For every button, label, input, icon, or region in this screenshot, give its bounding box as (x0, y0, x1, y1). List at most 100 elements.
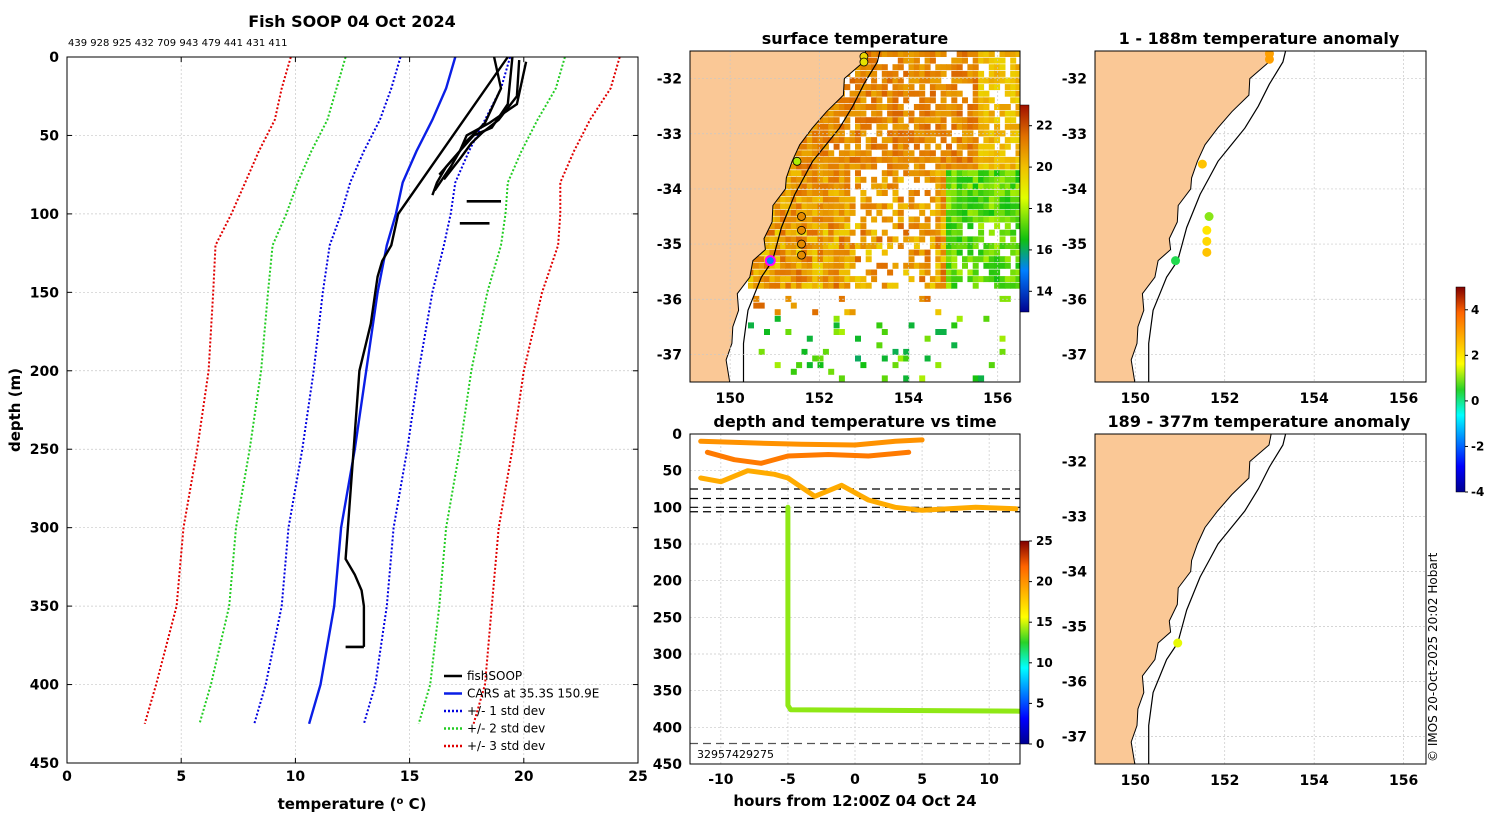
sst-pixel (785, 223, 792, 230)
sst-pixel (838, 196, 845, 203)
profile-ytick-label: 50 (40, 128, 60, 144)
sst-pixel (892, 163, 899, 170)
sst-pixel (919, 249, 926, 256)
sst-pixel (935, 223, 942, 230)
timeplot-cbar-label: 25 (1036, 534, 1053, 548)
sst-pixel (828, 150, 835, 157)
sst-pixel (806, 223, 813, 230)
sst-pixel (1015, 143, 1020, 150)
sst-pixel (1010, 90, 1017, 97)
sst-pixel (828, 249, 835, 256)
sst-pixel (967, 143, 974, 150)
sst-pixel (919, 110, 926, 117)
sst-pixel (929, 276, 936, 283)
sst-pixel (962, 183, 968, 190)
sst-pixel (1004, 77, 1011, 84)
sst-pixel (972, 216, 979, 223)
sst-pixel (940, 329, 947, 335)
sst-pixel (785, 329, 792, 335)
sst-pixel (780, 269, 787, 276)
sst-pixel (833, 143, 840, 150)
sst-pixel (983, 315, 990, 322)
sst-pixel (994, 150, 1001, 157)
sst-pixel (817, 183, 824, 190)
sst-pixel (919, 51, 926, 57)
profile-xtick-label: 25 (628, 769, 647, 785)
sst-pixel (908, 249, 915, 256)
sst-pixel (978, 84, 985, 91)
surface-cbar-label: 20 (1036, 160, 1053, 174)
sst-pixel (855, 123, 861, 130)
sst-pixel (946, 163, 952, 170)
sst-pixel (828, 236, 835, 243)
sst-pixel (881, 216, 888, 223)
sst-pixel (828, 276, 835, 283)
profile-ytick-label: 100 (30, 207, 59, 223)
sst-pixel (790, 209, 797, 216)
sst-pixel (994, 190, 1001, 196)
sst-pixel (897, 104, 904, 110)
sst-pixel (855, 117, 861, 124)
sst-pixel (785, 196, 792, 203)
sst-pixel (1015, 104, 1020, 110)
sst-pixel (924, 64, 931, 71)
sst-pixel (838, 282, 845, 289)
sst-pixel (849, 130, 856, 137)
sst-pixel (919, 104, 926, 110)
sst-pixel (929, 236, 936, 243)
sst-pixel (897, 110, 904, 117)
sst-pixel (988, 137, 995, 144)
sst-pixel (951, 150, 958, 157)
sst-pixel (823, 382, 829, 388)
sst-pixel (876, 183, 883, 190)
sst-pixel (946, 183, 952, 190)
sst-pixel (978, 256, 985, 263)
sst-pixel (935, 176, 942, 183)
sst-pixel (822, 243, 829, 249)
sst-pixel (1004, 223, 1011, 230)
anomaly1-title: 1 - 188m temperature anomaly (1119, 29, 1400, 48)
sst-pixel (1004, 163, 1011, 170)
sst-pixel (855, 243, 861, 249)
sst-pixel (833, 282, 840, 289)
sst-pixel (897, 57, 904, 64)
sst-pixel (897, 223, 904, 230)
sst-pixel (865, 243, 872, 249)
sst-pixel (790, 216, 797, 223)
sst-pixel (983, 163, 990, 170)
sst-pixel (822, 269, 829, 276)
sst-pixel (881, 117, 888, 124)
sst-pixel (994, 196, 1001, 203)
sst-pixel (999, 216, 1006, 223)
sst-pixel (801, 282, 808, 289)
sst-pixel (806, 256, 813, 263)
sst-pixel (1015, 176, 1020, 183)
sst-pixel (897, 117, 904, 124)
sst-pixel (855, 137, 861, 144)
sst-pixel (967, 236, 974, 243)
sst-pixel (967, 51, 974, 57)
profile-ytick-label: 450 (30, 756, 59, 772)
sst-pixel (769, 276, 776, 283)
sst-pixel (796, 262, 803, 269)
sst-pixel (785, 243, 792, 249)
sst-pixel (860, 156, 867, 163)
profile-xtick-label: 5 (176, 769, 186, 785)
sst-pixel (946, 276, 952, 283)
sst-pixel (881, 84, 888, 91)
sst-pixel (817, 355, 824, 362)
profile-lines (143, 56, 621, 725)
sst-pixel (806, 362, 813, 369)
sst-pixel (844, 163, 851, 170)
sst-pixel (876, 262, 883, 269)
sst-pixel (892, 97, 899, 104)
sst-pixel (817, 269, 824, 276)
fishsoop-profile-4 (344, 56, 509, 647)
sst-pixel (865, 90, 872, 97)
sst-pixel (908, 236, 915, 243)
sst-pixel (978, 190, 985, 196)
sst-pixel (972, 123, 979, 130)
sst-pixel (983, 57, 990, 64)
sst-pixel (844, 262, 851, 269)
sst-pixel (972, 256, 979, 263)
